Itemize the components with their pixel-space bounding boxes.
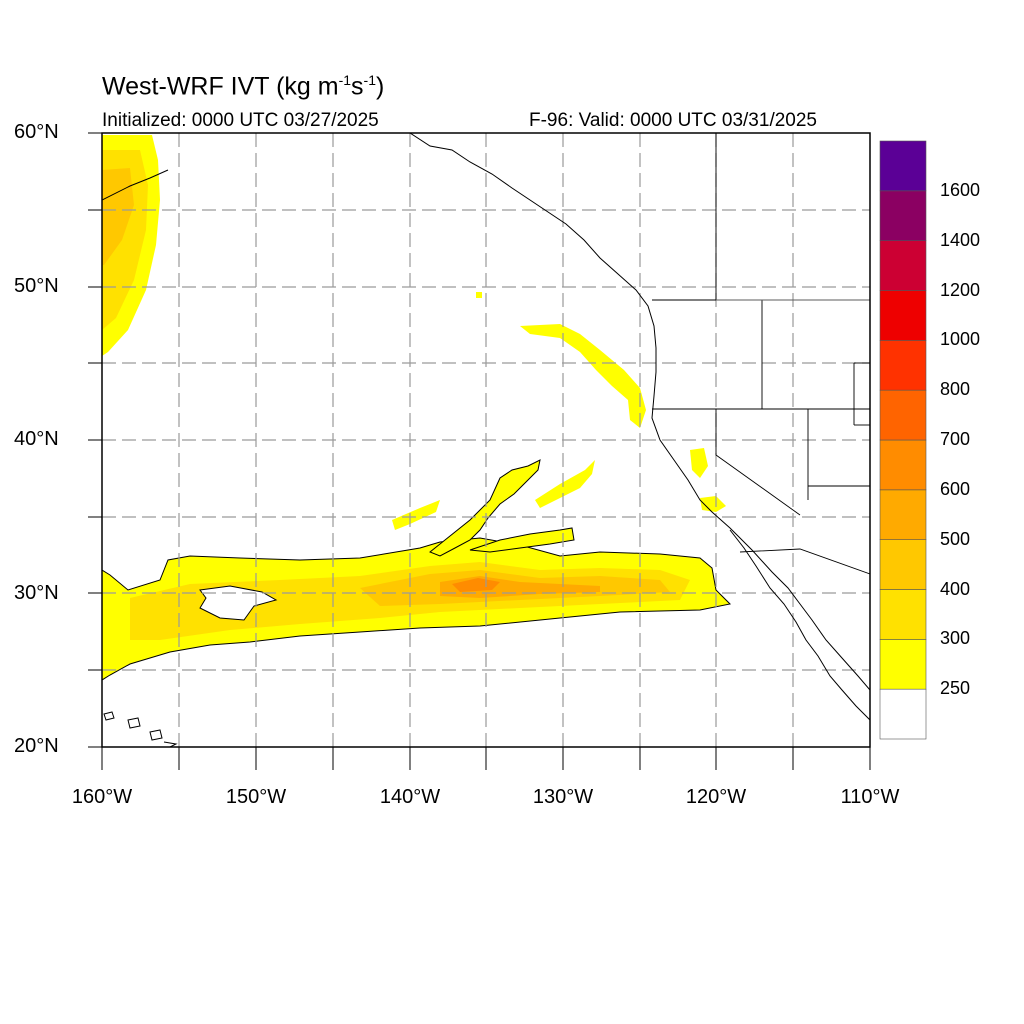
colorbar-level-label: 800 (940, 379, 971, 400)
ivt-band-peak (452, 578, 500, 592)
colorbar-level-label: 500 (940, 528, 971, 549)
colorbar-swatch (879, 489, 927, 540)
colorbar-level-label: 1200 (940, 279, 981, 300)
ivt-patch-socal (700, 496, 726, 512)
colorbar-swatch (879, 589, 927, 640)
colorbar-swatch (879, 639, 927, 690)
colorbar-swatch (879, 340, 927, 391)
axis-ticks (88, 132, 871, 770)
ivt-filament-east (469, 527, 575, 553)
colorbar-level-label: 600 (940, 478, 971, 499)
lat-label-20n: 20°N (14, 735, 59, 757)
ivt-patch-oregon (520, 324, 646, 428)
colorbar-swatch (879, 389, 927, 441)
lon-label-160w: 160°W (71, 786, 133, 808)
colorbar-level-label: 400 (940, 578, 971, 599)
colorbar-level-label: 700 (940, 429, 971, 449)
colorbar-level-label: 1000 (940, 329, 981, 350)
lon-label-120w: 120°W (685, 786, 747, 808)
ivt-patch-1 (535, 460, 595, 508)
coastline-alaska (102, 169, 169, 201)
ivt-region-northwest-max (102, 168, 134, 265)
colorbar-swatch (879, 240, 927, 291)
ivt-filament-north (429, 459, 541, 557)
graticule (102, 133, 870, 747)
lat-label-30n: 30°N (14, 582, 59, 604)
lat-label-40n: 40°N (14, 428, 59, 450)
init-time: Initialized: 0000 UTC 03/27/2025 (102, 110, 379, 131)
lon-label-150w: 150°W (225, 786, 287, 808)
colorbar-swatch (879, 190, 927, 241)
ivt-band-gap (199, 585, 278, 621)
lat-label-50n: 50°N (14, 275, 59, 297)
coastline-north-america (409, 133, 870, 691)
colorbar-swatch (879, 688, 927, 740)
ivt-patch-2 (392, 500, 440, 530)
colorbar-level-label: 1400 (940, 229, 981, 250)
colorbar-level-label: 1600 (940, 179, 981, 200)
colorbar-level-label: 300 (940, 628, 971, 649)
lat-label-60n: 60°N (14, 121, 59, 143)
hawaii-islands (103, 711, 178, 747)
lon-label-110w: 110°W (840, 786, 900, 808)
colorbar-swatch (879, 140, 927, 192)
colorbar-swatch (879, 539, 927, 590)
colorbar-swatch (879, 290, 927, 341)
valid-time: F-96: Valid: 0000 UTC 03/31/2025 (529, 110, 817, 131)
colorbar-level-label: 250 (940, 678, 971, 699)
lon-label-140w: 140°W (379, 786, 441, 808)
political-borders (652, 133, 870, 575)
colorbar-swatch (879, 439, 927, 491)
lon-label-130w: 130°W (532, 786, 594, 808)
colorbar (879, 140, 927, 740)
ivt-patch-california (690, 448, 708, 478)
ivt-patch-small (476, 292, 482, 298)
coastline-baja (729, 529, 870, 721)
map-title: West-WRF IVT (kg m-1s-1) (102, 72, 385, 101)
